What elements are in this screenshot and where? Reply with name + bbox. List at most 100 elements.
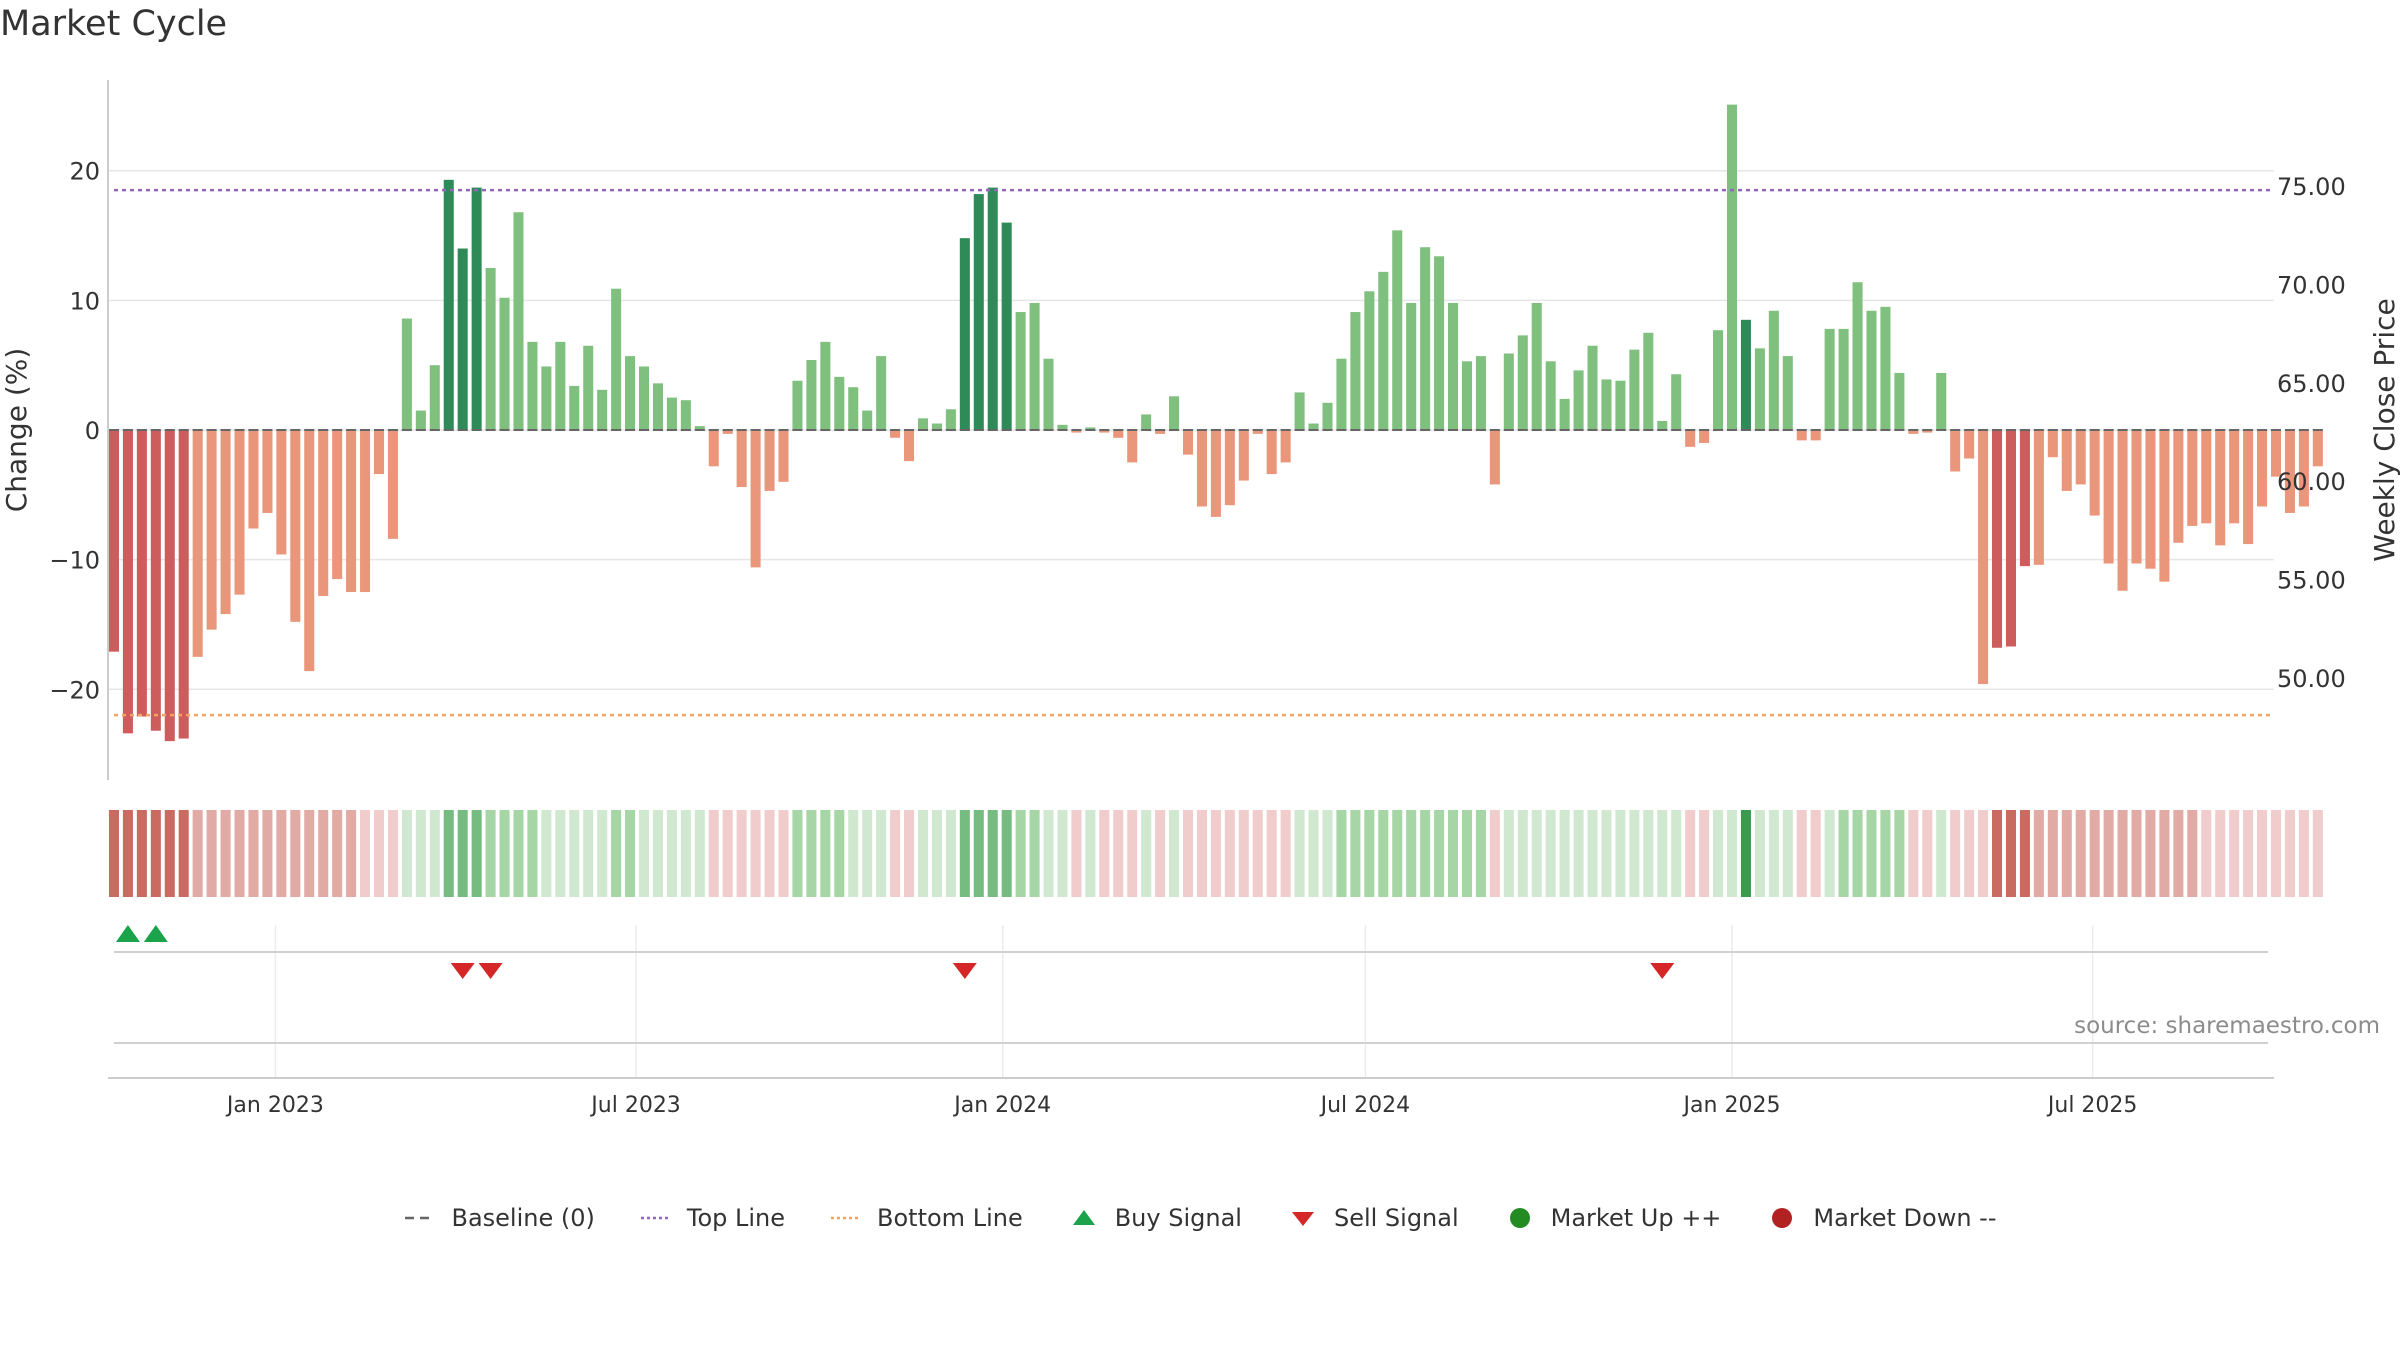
heat-cell [820, 810, 831, 897]
bar [1573, 370, 1584, 430]
bar [513, 212, 524, 430]
heat-cell [1894, 810, 1905, 897]
bar [1657, 420, 1668, 430]
heat-cell [443, 810, 454, 897]
heat-cell [806, 810, 817, 897]
bar [136, 430, 147, 717]
heat-cell [1182, 810, 1194, 897]
heat-cell [2089, 810, 2100, 897]
bar [457, 248, 468, 430]
bar [1308, 423, 1319, 430]
bar [1489, 430, 1500, 485]
y2-tick-label: 75.00 [2277, 173, 2346, 201]
heat-cell [1754, 810, 1765, 897]
bar [1085, 427, 1096, 430]
bar [471, 187, 482, 430]
x-tick-label: Jul 2025 [2046, 1093, 2138, 1118]
heat-cell [1280, 810, 1291, 897]
heat-cell [1085, 810, 1096, 897]
bar [1517, 335, 1528, 430]
heat-cell [1936, 810, 1947, 897]
y-tick-label: 10 [69, 287, 100, 315]
bar [304, 430, 315, 672]
bar [2270, 430, 2282, 477]
heat-cell [973, 810, 984, 897]
heat-cell [569, 810, 580, 897]
bar [108, 430, 119, 652]
heat-cell [1420, 810, 1431, 897]
y2-tick-label: 65.00 [2277, 370, 2346, 398]
heat-cell [262, 810, 273, 897]
legend-label: Buy Signal [1114, 1204, 1242, 1232]
heat-cell [346, 810, 357, 897]
bar [806, 360, 817, 430]
heat-cell [471, 810, 482, 897]
heat-cell [1699, 810, 1710, 897]
heat-cell [1252, 810, 1263, 897]
heat-cell [862, 810, 873, 897]
bar [1336, 358, 1347, 430]
bar [2005, 430, 2016, 647]
y2-tick-label: 50.00 [2277, 665, 2346, 693]
heat-cell [2047, 810, 2058, 897]
heat-cell [722, 810, 733, 897]
y-tick-label: −20 [49, 676, 100, 704]
bar [569, 385, 580, 430]
heat-cell [2298, 810, 2309, 897]
heat-cell [1671, 810, 1682, 897]
bar [2075, 430, 2086, 485]
legend: Baseline (0) Top Line Bottom Line Buy Signa… [0, 1204, 2400, 1232]
bar [2061, 430, 2072, 491]
bar [1169, 396, 1180, 430]
heat-cell [2159, 810, 2170, 897]
heat-cell [904, 810, 915, 897]
heat-cell [2117, 810, 2128, 897]
heat-cell [1029, 810, 1040, 897]
bar [1155, 430, 1166, 434]
legend-label: Top Line [686, 1204, 786, 1232]
bar [485, 267, 496, 430]
heat-cell [834, 810, 845, 897]
bar [750, 430, 761, 568]
bar [1908, 430, 1919, 434]
heat-cell [220, 810, 231, 897]
bar [2019, 430, 2030, 567]
bar [1057, 424, 1068, 430]
y2-tick-label: 55.00 [2277, 566, 2346, 594]
y2-tick-label: 60.00 [2277, 468, 2346, 496]
bar [2173, 430, 2184, 543]
heat-cell [2215, 810, 2226, 897]
bar [778, 430, 789, 482]
heat-cell [680, 810, 691, 897]
bar [1378, 271, 1389, 430]
heat-cell [527, 810, 538, 897]
bar [1671, 374, 1682, 430]
heat-cell [959, 810, 970, 897]
x-tick-label: Jan 2025 [1682, 1093, 1781, 1118]
heat-cell [1782, 810, 1793, 897]
heat-cell [541, 810, 552, 897]
heat-cell [2061, 810, 2072, 897]
heat-cell [1685, 810, 1696, 897]
dotted-line-icon [640, 1216, 671, 1220]
heat-cell [1127, 810, 1138, 897]
bar [2089, 430, 2100, 516]
heat-cell [1531, 810, 1542, 897]
bar [611, 288, 622, 430]
bar [1601, 379, 1612, 430]
bar [2187, 430, 2198, 526]
bar [1824, 328, 1835, 430]
heat-cell [1155, 810, 1166, 897]
bar [2047, 430, 2058, 458]
bar [2103, 430, 2114, 564]
heat-cell [1406, 810, 1417, 897]
legend-item-market-up: Market Up ++ [1503, 1204, 1721, 1232]
heat-cell [1880, 810, 1891, 897]
heat-cell [1629, 810, 1640, 897]
heat-cell [1043, 810, 1054, 897]
heat-cell [2187, 810, 2198, 897]
legend-item-market-down: Market Down -- [1765, 1204, 1997, 1232]
heat-cell [1587, 810, 1598, 897]
bar [234, 430, 245, 595]
bar [1866, 310, 1877, 430]
